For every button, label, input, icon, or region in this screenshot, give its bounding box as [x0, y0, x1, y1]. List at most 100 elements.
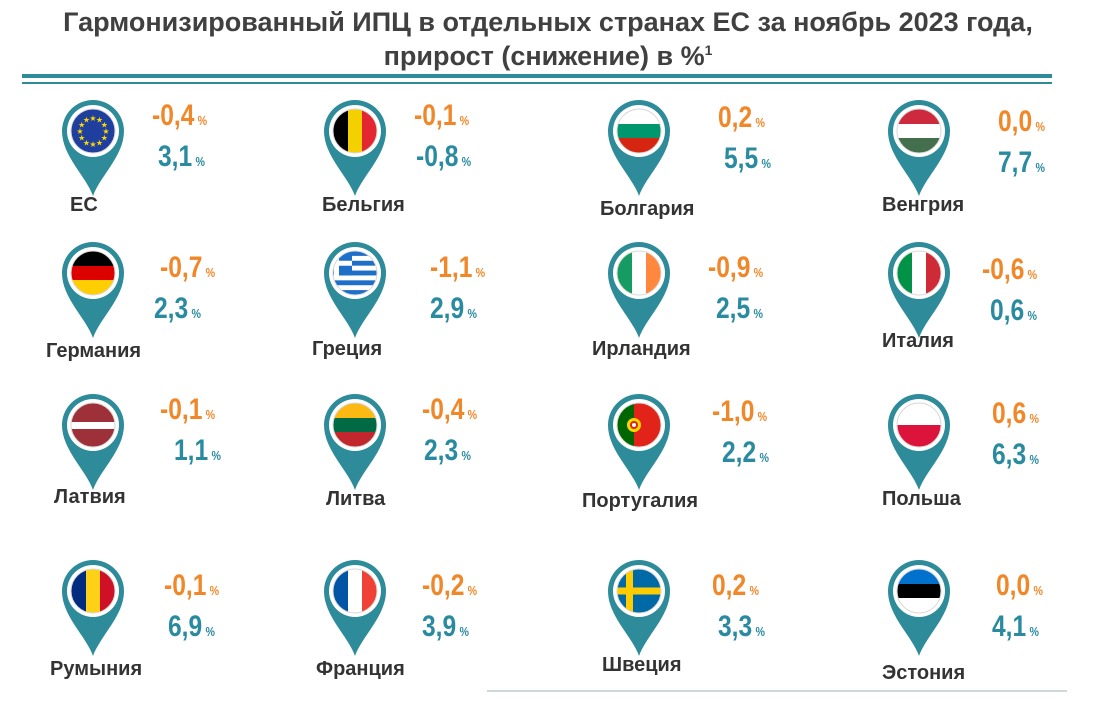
cpi-values: -0,4% 3,1%: [152, 98, 219, 180]
month-change-number: -1,0: [712, 395, 755, 428]
title-line-1: Гармонизированный ИПЦ в отдельных страна…: [63, 7, 1033, 37]
year-change-value: 2,3%: [154, 291, 214, 332]
romania-flag-icon: [62, 560, 124, 656]
page-subtitle: прирост (снижение) в %1: [0, 40, 1096, 72]
month-change-number: -0,7: [160, 251, 203, 284]
cpi-values: -0,4% 2,3%: [422, 392, 489, 474]
percent-sign: %: [753, 265, 764, 280]
percent-sign: %: [191, 306, 201, 321]
map-pin-icon: [322, 98, 388, 198]
svg-text:★: ★: [78, 134, 85, 143]
cpi-values: -0,6% 0,6%: [982, 252, 1049, 334]
month-change-number: -1,1: [430, 251, 473, 284]
year-change-value: 6,9%: [168, 609, 220, 650]
year-change-value: 5,5%: [724, 141, 771, 182]
percent-sign: %: [1035, 160, 1045, 175]
percent-sign: %: [209, 583, 220, 598]
year-change-number: 4,1: [992, 610, 1027, 643]
germany-flag-icon: [62, 242, 124, 338]
cpi-values: 0,2% 5,5%: [718, 100, 781, 182]
month-change-number: 0,6: [992, 397, 1027, 430]
svg-text:★: ★: [78, 121, 85, 130]
month-change-value: -0,1%: [164, 568, 219, 609]
year-change-value: 3,1%: [158, 139, 208, 180]
map-pin-icon: [322, 392, 388, 492]
year-change-number: 0,6: [990, 294, 1025, 327]
year-change-number: 2,2: [722, 436, 757, 469]
map-pin-icon: [886, 240, 952, 340]
percent-sign: %: [475, 265, 486, 280]
percent-sign: %: [753, 306, 763, 321]
country-card: -0,7% 2,3% Германия: [46, 240, 320, 390]
title-underline-thick: [22, 74, 1052, 78]
svg-text:★: ★: [89, 114, 96, 123]
country-name: Италия: [882, 330, 954, 352]
month-change-number: -0,1: [160, 393, 203, 426]
country-name: Франция: [316, 658, 405, 680]
country-name: ЕС: [70, 194, 98, 216]
percent-sign: %: [749, 583, 759, 598]
month-change-value: -0,6%: [982, 252, 1037, 293]
percent-sign: %: [205, 265, 216, 280]
year-change-value: 2,2%: [722, 435, 769, 476]
cpi-values: 0,0% 7,7%: [998, 104, 1055, 186]
lithuania-flag-icon: [324, 394, 386, 490]
year-change-number: 2,9: [430, 292, 465, 325]
year-change-value: 1,1%: [174, 433, 221, 474]
percent-sign: %: [211, 448, 221, 463]
italy-flag-icon: [888, 242, 950, 338]
poland-flag-icon: [888, 394, 950, 490]
map-pin-icon: [60, 240, 126, 340]
month-change-value: -1,1%: [430, 250, 485, 291]
year-change-value: -0,8%: [416, 139, 471, 180]
month-change-value: -0,4%: [152, 98, 207, 139]
country-card: -0,1% 6,9% Румыния: [50, 558, 320, 708]
cpi-values: -1,0% 2,2%: [712, 394, 779, 476]
month-change-number: -0,2: [422, 569, 465, 602]
svg-text:★: ★: [101, 121, 108, 130]
month-change-value: 0,2%: [712, 568, 764, 609]
country-name: Греция: [312, 338, 383, 360]
bulgaria-flag-icon: [608, 100, 670, 196]
month-change-number: 0,0: [996, 569, 1031, 602]
year-change-number: 2,3: [154, 292, 189, 325]
cpi-values: -0,1% 6,9%: [164, 568, 231, 650]
country-card: -0,9% 2,5% Ирландия: [592, 240, 866, 390]
percent-sign: %: [205, 407, 216, 422]
month-change-number: 0,0: [998, 105, 1033, 138]
cpi-values: -0,9% 2,5%: [708, 250, 775, 332]
month-change-number: -0,4: [422, 393, 465, 426]
country-card: -0,1% 1,1% Латвия: [54, 392, 320, 542]
map-pin-icon: [606, 240, 672, 340]
country-card: -0,6% 0,6% Италия: [882, 240, 1096, 390]
country-card: 0,2% 5,5% Болгария: [600, 98, 866, 248]
sweden-flag-icon: [608, 560, 670, 656]
month-change-number: -0,6: [982, 253, 1025, 286]
country-card: -1,1% 2,9% Греция: [312, 240, 582, 390]
map-pin-icon: [322, 240, 388, 340]
country-name: Швеция: [602, 654, 682, 676]
svg-text:★: ★: [102, 127, 109, 136]
percent-sign: %: [757, 409, 768, 424]
year-change-number: 3,9: [422, 610, 457, 643]
country-name: Португалия: [582, 490, 699, 512]
country-card: -0,4% 2,3% Литва: [322, 392, 582, 542]
percent-sign: %: [1033, 583, 1043, 598]
month-change-value: -0,7%: [160, 250, 215, 291]
year-change-number: 7,7: [998, 146, 1033, 179]
month-change-value: -0,1%: [160, 392, 218, 433]
latvia-flag-icon: [62, 394, 124, 490]
country-name: Ирландия: [592, 338, 691, 360]
year-change-number: 6,9: [168, 610, 203, 643]
percent-sign: %: [759, 450, 769, 465]
year-change-value: 4,1%: [992, 609, 1042, 650]
france-flag-icon: [324, 560, 386, 656]
year-change-number: -0,8: [416, 140, 459, 173]
country-name: Латвия: [54, 486, 126, 508]
country-name: Польша: [882, 488, 961, 510]
month-change-value: 0,0%: [996, 568, 1043, 609]
country-name: Болгария: [600, 198, 695, 220]
map-pin-icon: [60, 558, 126, 658]
month-change-value: -0,4%: [422, 392, 477, 433]
percent-sign: %: [195, 154, 205, 169]
